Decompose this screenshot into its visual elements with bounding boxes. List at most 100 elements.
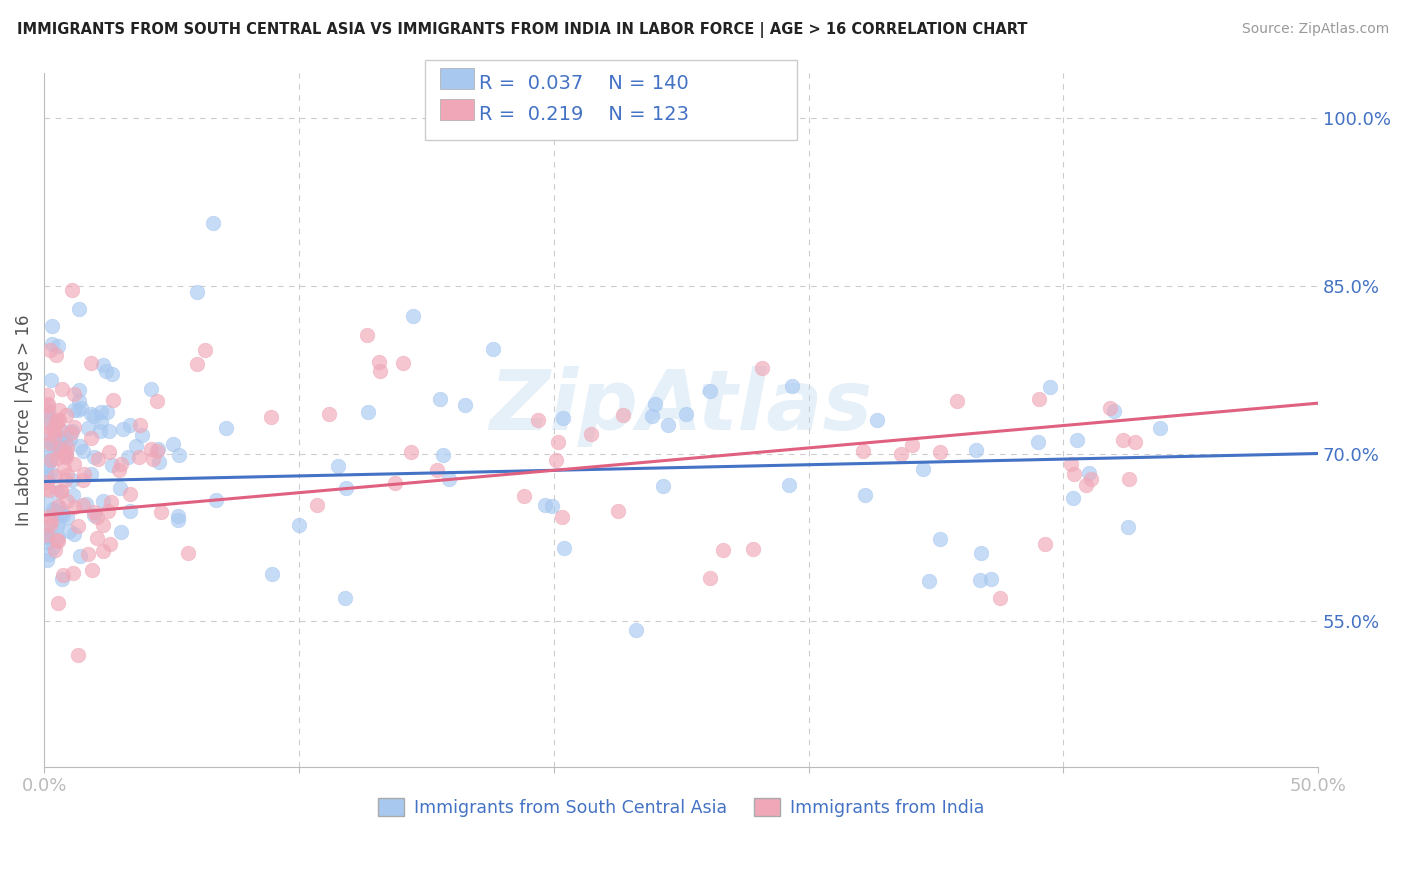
- Point: [91, 358, 114, 372]
- Point: [44, 469, 66, 483]
- Point: [44, 428, 66, 442]
- Point: [1112, 433, 1135, 447]
- Point: [55, 445, 77, 459]
- Point: [67, 648, 90, 663]
- Point: [1063, 467, 1085, 481]
- Point: [917, 574, 939, 588]
- Point: [865, 413, 887, 427]
- Point: [38, 438, 60, 452]
- Point: [39, 453, 62, 467]
- Point: [45, 348, 67, 362]
- Point: [890, 447, 912, 461]
- Point: [83, 505, 105, 519]
- Point: [742, 542, 765, 557]
- Point: [149, 505, 172, 519]
- Point: [77, 421, 100, 435]
- Point: [110, 525, 132, 540]
- Point: [108, 481, 131, 495]
- Point: [1102, 404, 1125, 418]
- Point: [145, 444, 167, 458]
- Point: [70, 401, 93, 415]
- Point: [541, 499, 564, 513]
- Point: [41, 337, 63, 351]
- Point: [55, 450, 77, 464]
- Point: [46, 484, 69, 499]
- Point: [51, 382, 73, 396]
- Point: [148, 454, 170, 468]
- Point: [51, 483, 73, 498]
- Point: [305, 498, 328, 512]
- Point: [67, 301, 90, 316]
- Point: [969, 573, 991, 587]
- Point: [59, 432, 82, 446]
- Point: [42, 540, 65, 554]
- Point: [204, 492, 226, 507]
- Point: [39, 435, 62, 450]
- Point: [56, 510, 79, 524]
- Point: [83, 508, 105, 522]
- Point: [35, 530, 58, 544]
- Point: [384, 476, 406, 491]
- Point: [131, 427, 153, 442]
- Point: [167, 508, 190, 523]
- Point: [357, 405, 380, 419]
- Point: [48, 534, 70, 549]
- Point: [1118, 472, 1140, 486]
- Point: [288, 518, 311, 533]
- Point: [318, 407, 340, 421]
- Point: [38, 547, 60, 561]
- Point: [429, 392, 451, 407]
- Point: [260, 410, 283, 425]
- Point: [35, 519, 58, 533]
- Point: [118, 417, 141, 432]
- Point: [63, 387, 86, 401]
- Point: [41, 507, 63, 521]
- Point: [644, 397, 666, 411]
- Point: [928, 533, 950, 547]
- Point: [778, 477, 800, 491]
- Point: [67, 518, 90, 533]
- Point: [69, 440, 91, 454]
- Point: [38, 483, 60, 497]
- Point: [72, 499, 94, 513]
- Point: [107, 463, 129, 477]
- Point: [579, 427, 602, 442]
- Y-axis label: In Labor Force | Age > 16: In Labor Force | Age > 16: [15, 314, 32, 525]
- Point: [53, 474, 76, 488]
- Point: [1062, 491, 1084, 505]
- Point: [82, 563, 104, 577]
- Point: [37, 397, 59, 411]
- Point: [48, 430, 70, 444]
- Point: [194, 343, 217, 357]
- Point: [513, 489, 536, 503]
- Point: [35, 387, 58, 401]
- Point: [44, 543, 66, 558]
- Point: [97, 504, 120, 518]
- Point: [38, 508, 60, 523]
- Point: [988, 591, 1011, 606]
- Point: [48, 339, 70, 353]
- Point: [35, 456, 58, 470]
- Point: [39, 517, 62, 532]
- Point: [91, 544, 114, 558]
- Point: [35, 475, 58, 489]
- Point: [52, 508, 75, 523]
- Point: [45, 435, 67, 450]
- Point: [128, 450, 150, 464]
- Point: [426, 463, 449, 477]
- Point: [39, 452, 62, 467]
- Point: [911, 462, 934, 476]
- Point: [48, 403, 70, 417]
- Point: [782, 378, 804, 392]
- Point: [711, 542, 734, 557]
- Point: [1074, 477, 1097, 491]
- Point: [80, 356, 103, 370]
- Point: [46, 530, 69, 544]
- Point: [60, 283, 83, 297]
- Point: [202, 215, 225, 229]
- Point: [1116, 520, 1139, 534]
- Point: [37, 403, 59, 417]
- Point: [60, 425, 83, 439]
- Point: [177, 546, 200, 560]
- Point: [333, 591, 356, 605]
